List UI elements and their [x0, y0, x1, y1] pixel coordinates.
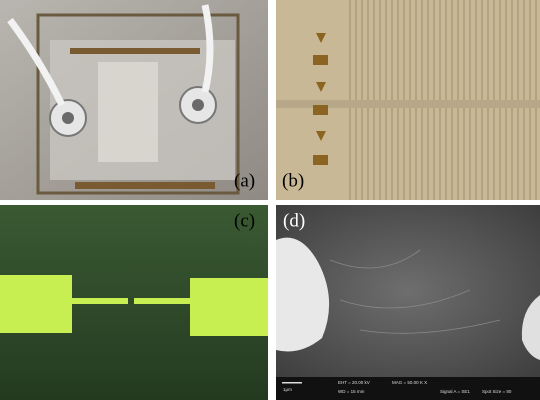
electrode-pad: [0, 275, 72, 333]
channel-area: [98, 62, 158, 162]
info-text: MAG = 50.00 K X: [392, 380, 427, 385]
info-text: Signal A = SE1: [440, 389, 470, 394]
panel-d: 1μm EHT = 20.00 kV WD = 15 mm MAG = 50.0…: [276, 205, 540, 400]
panel-label: (d): [283, 210, 305, 231]
electrode-tip: [134, 298, 190, 304]
figure: (a) (b) (c) 1μm EHT = 20.00 kV WD = 15 m…: [0, 0, 540, 400]
scale-text: 1μm: [283, 387, 292, 392]
panel-label: (b): [282, 170, 304, 191]
info-text: EHT = 20.00 kV: [338, 380, 370, 385]
info-text: Spot Size = 80: [482, 389, 512, 394]
info-text: WD = 15 mm: [338, 389, 365, 394]
port-hole: [62, 112, 74, 124]
electrode-row-top: [70, 48, 200, 54]
electrode-row-bottom: [75, 182, 215, 189]
page: (a) (b) (c) 1μm EHT = 20.00 kV WD = 15 m…: [0, 0, 540, 400]
panel-label: (c): [234, 210, 255, 231]
panel-b: (b): [276, 0, 540, 200]
port-hole: [192, 99, 204, 111]
electrode-tip: [72, 298, 128, 304]
panel-label: (a): [234, 170, 255, 191]
scale-bar: [282, 382, 302, 384]
panel-a: (a): [0, 0, 268, 200]
panel-c: (c): [0, 205, 268, 400]
electrode-pad: [190, 278, 268, 336]
